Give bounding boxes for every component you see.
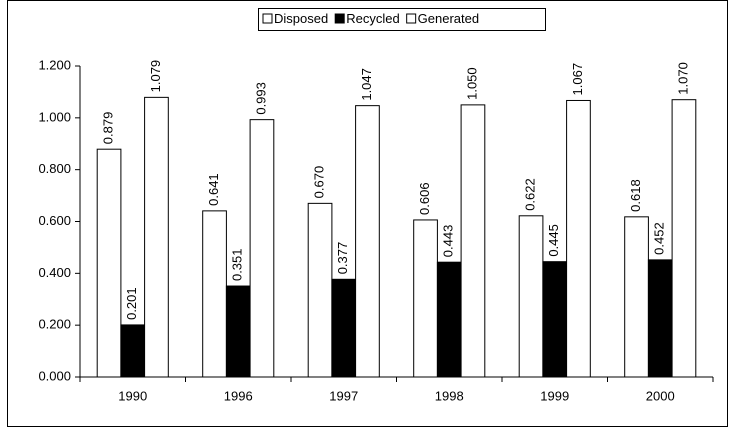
y-tick-label: 0.000 — [38, 368, 71, 383]
data-label: 0.351 — [230, 248, 245, 281]
data-label: 0.452 — [652, 222, 667, 255]
data-label: 1.047 — [359, 68, 374, 101]
x-tick-label: 1998 — [435, 388, 464, 403]
bar — [225, 285, 251, 378]
data-label: 0.618 — [628, 179, 643, 212]
x-tick-label: 1996 — [224, 388, 253, 403]
data-label: 0.445 — [546, 224, 561, 257]
data-label: 0.993 — [253, 82, 268, 115]
data-label: 0.443 — [441, 225, 456, 258]
bar — [542, 261, 568, 378]
bar — [331, 278, 357, 378]
y-tick-label: 0.800 — [38, 161, 71, 176]
bar — [413, 219, 438, 378]
bar — [120, 324, 146, 378]
data-label: 1.079 — [148, 60, 163, 93]
bar — [202, 210, 227, 378]
legend-label: Disposed — [274, 11, 328, 26]
x-tick-label: 1999 — [540, 388, 569, 403]
bar — [518, 215, 544, 378]
bar — [460, 104, 486, 378]
y-tick-label: 0.600 — [38, 213, 71, 228]
legend-swatch — [262, 13, 273, 24]
y-tick-label: 0.200 — [38, 317, 71, 332]
y-tick-label: 1.200 — [38, 57, 71, 72]
bar — [647, 259, 673, 378]
bar — [436, 261, 462, 378]
bar — [566, 99, 591, 378]
data-label: 0.670 — [311, 166, 326, 199]
data-label: 1.070 — [675, 62, 690, 95]
bar — [624, 216, 649, 378]
bar — [144, 96, 169, 378]
x-tick-label: 1990 — [118, 388, 147, 403]
legend-swatch — [406, 13, 417, 24]
bar — [307, 202, 333, 378]
data-label: 1.067 — [570, 63, 585, 96]
data-label: 0.377 — [335, 242, 350, 275]
data-label: 0.641 — [206, 173, 221, 206]
data-label: 0.879 — [100, 112, 115, 145]
data-label: 0.201 — [124, 287, 139, 320]
bar — [671, 99, 697, 378]
y-tick-label: 1.000 — [38, 109, 71, 124]
legend-label: Recycled — [346, 11, 399, 26]
bar — [249, 119, 275, 378]
legend-box — [258, 8, 546, 31]
x-tick-label: 1997 — [329, 388, 358, 403]
y-tick-label: 0.400 — [38, 265, 71, 280]
x-tick-label: 2000 — [646, 388, 675, 403]
legend-label: Generated — [418, 11, 479, 26]
data-label: 0.622 — [522, 178, 537, 211]
data-label: 0.606 — [417, 182, 432, 215]
legend-swatch — [334, 13, 345, 24]
bar — [355, 105, 380, 378]
bar — [96, 148, 122, 378]
data-label: 1.050 — [464, 67, 479, 100]
